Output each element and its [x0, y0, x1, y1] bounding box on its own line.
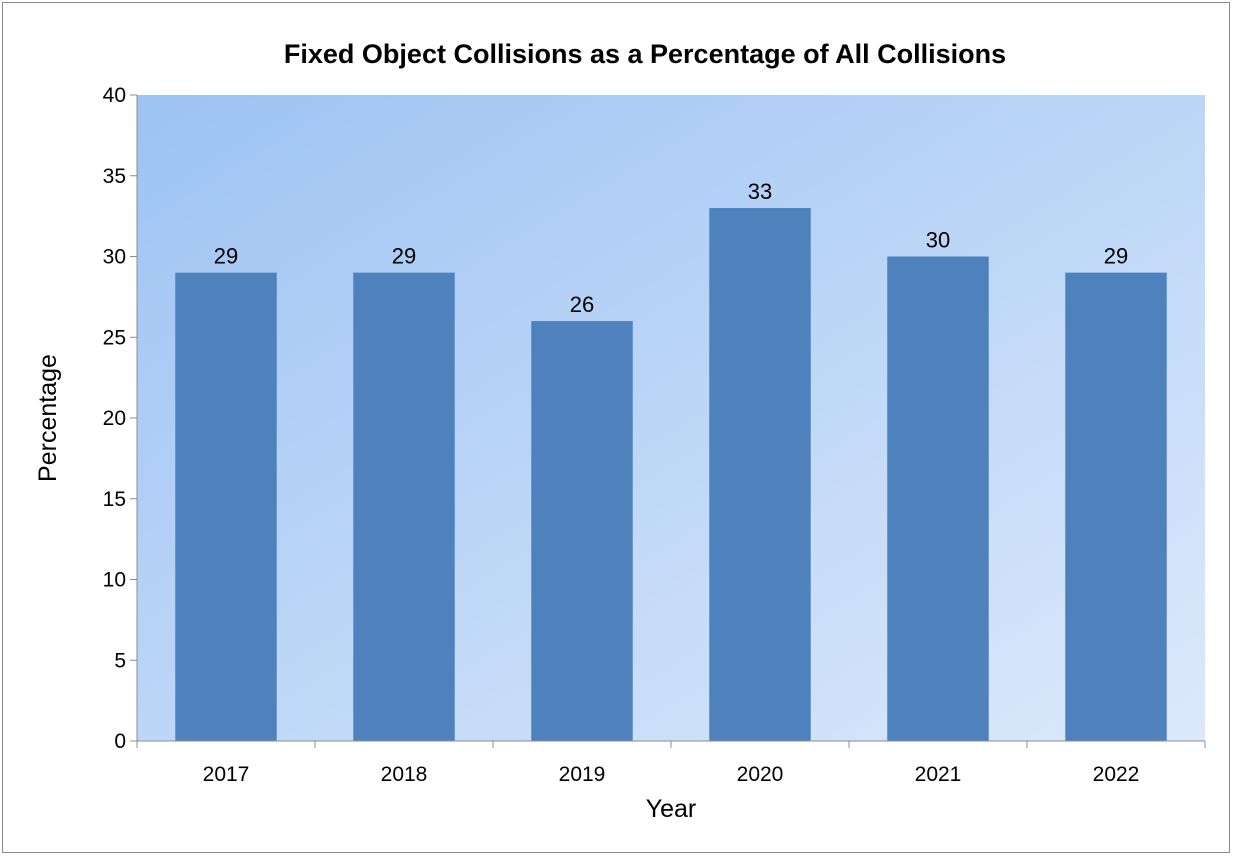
x-tick-label: 2017	[203, 763, 250, 786]
data-label-2019: 26	[570, 292, 594, 317]
x-axis-title: Year	[646, 795, 697, 823]
y-tick-label: 15	[103, 488, 126, 511]
y-tick-label: 25	[103, 326, 126, 349]
y-tick-label: 0	[114, 730, 126, 753]
data-label-2017: 29	[214, 244, 238, 269]
data-label-2022: 29	[1104, 244, 1128, 269]
y-tick-label: 10	[103, 569, 126, 592]
chart-title: Fixed Object Collisions as a Percentage …	[284, 39, 1006, 69]
bar-2018	[353, 272, 455, 741]
data-label-2018: 29	[392, 244, 416, 269]
bar-2017	[175, 272, 277, 741]
data-labels-group: 29 29 26 33 30 29	[214, 179, 1128, 317]
data-label-2021: 30	[926, 228, 950, 253]
x-tick-label: 2019	[559, 763, 606, 786]
x-tick-label: 2018	[381, 763, 428, 786]
y-tick-label: 30	[103, 246, 126, 269]
x-tick-label: 2021	[915, 763, 962, 786]
y-axis-title: Percentage	[34, 354, 62, 482]
data-label-2020: 33	[748, 179, 772, 204]
bar-2020	[709, 208, 811, 742]
plot-area	[137, 95, 1205, 741]
y-tick-label: 20	[103, 407, 126, 430]
bar-2022	[1065, 272, 1167, 741]
y-tick-label: 35	[103, 165, 126, 188]
y-tick-label: 40	[103, 84, 126, 107]
bar-2021	[887, 256, 989, 741]
y-tick-label: 5	[114, 649, 126, 672]
bar-2019	[531, 321, 633, 741]
y-axis-ticks: 0 5 10 15 20 25 30 35 40	[103, 84, 137, 753]
bars-group	[175, 208, 1167, 742]
x-tick-label: 2022	[1093, 763, 1140, 786]
x-axis-ticks: 2017 2018 2019 2020 2021 2022	[136, 741, 1206, 786]
x-tick-label: 2020	[737, 763, 784, 786]
